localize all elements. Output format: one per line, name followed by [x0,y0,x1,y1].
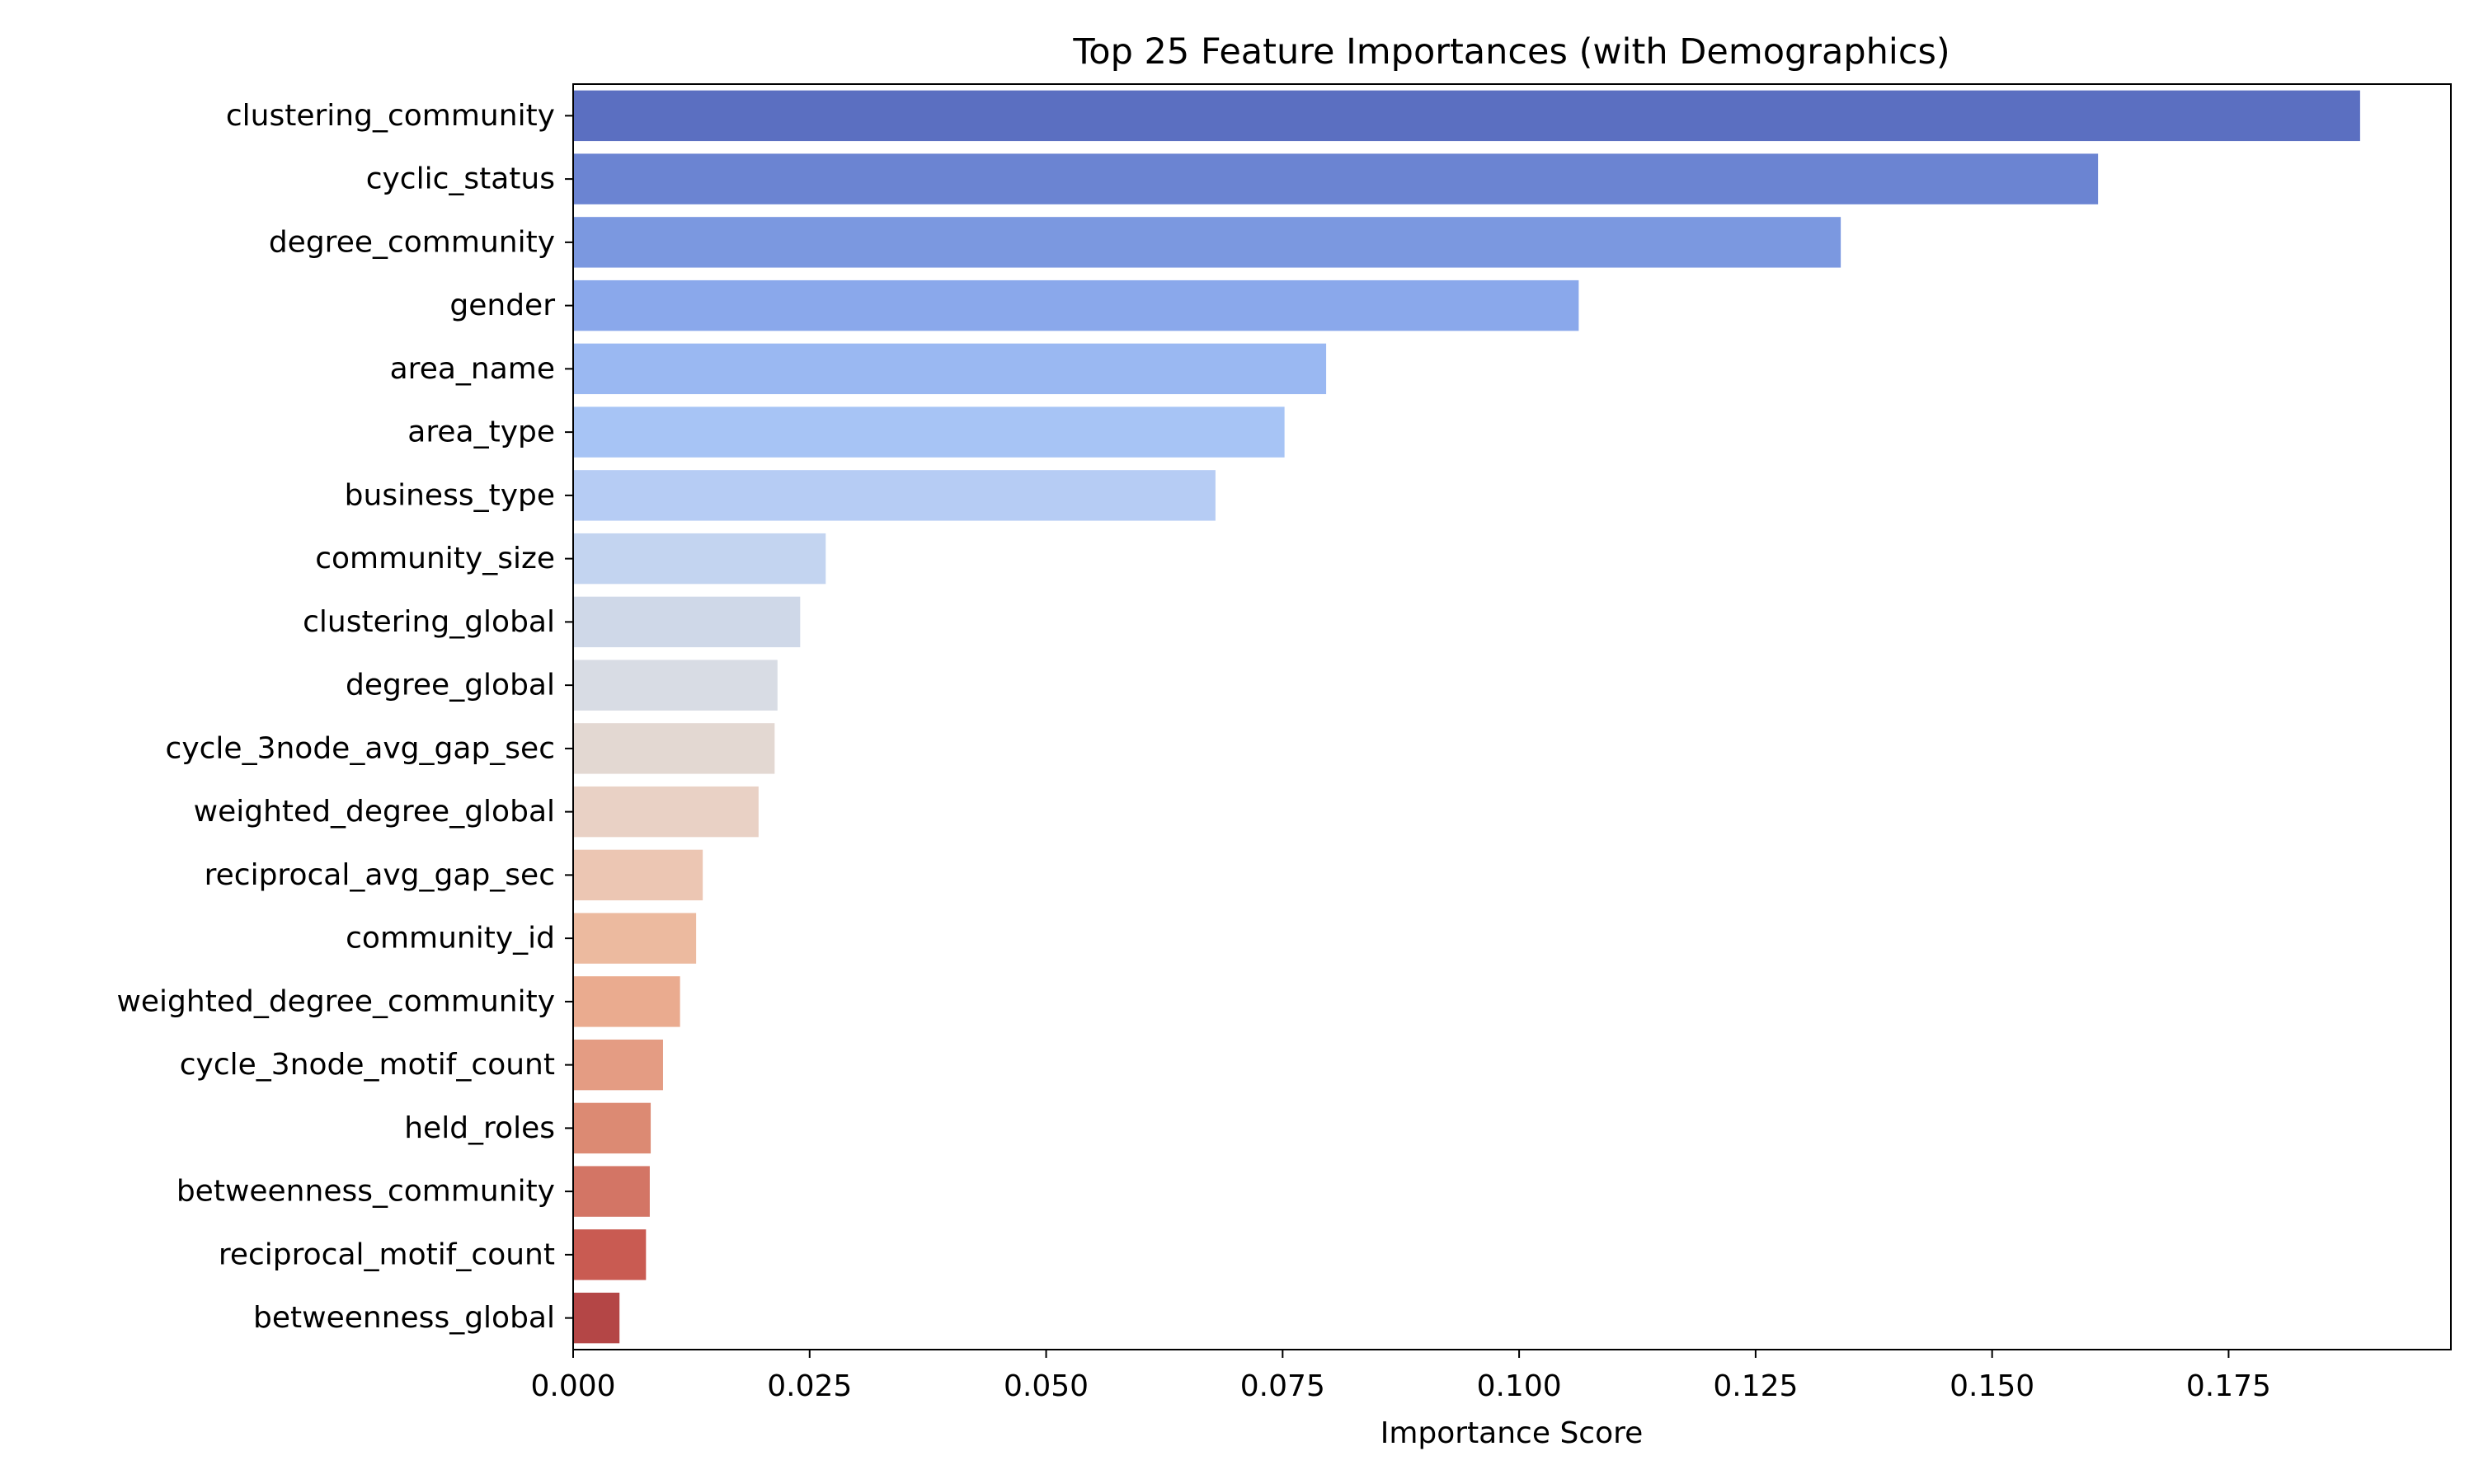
chart-title: Top 25 Feature Importances (with Demogra… [1072,31,1950,73]
x-tick-label: 0.075 [1240,1369,1325,1403]
bar-weighted_degree_global [573,786,759,838]
bar-area_name [573,343,1327,395]
x-tick-label: 0.050 [1004,1369,1089,1403]
x-tick-label: 0.150 [1950,1369,2034,1403]
y-tick-label: weighted_degree_global [194,795,555,829]
bar-betweenness_global [573,1292,620,1344]
bar-clustering_community [573,90,2360,142]
bar-community_size [573,533,826,585]
bar-community_id [573,913,697,964]
y-tick-label: degree_community [269,225,555,259]
bar-gender [573,279,1579,331]
y-tick-label: reciprocal_avg_gap_sec [205,858,555,892]
y-tick-label: business_type [345,478,555,512]
x-tick-label: 0.100 [1477,1369,1562,1403]
bar-cycle_3node_avg_gap_sec [573,723,775,774]
x-tick-label: 0.175 [2186,1369,2271,1403]
plot-frame [572,83,2452,1350]
bar-held_roles [573,1102,651,1154]
y-tick-label: weighted_degree_community [116,984,555,1018]
bar-degree_global [573,660,778,711]
x-axis-label: Importance Score [1380,1416,1644,1450]
y-tick-label: degree_global [346,669,555,702]
bar-weighted_degree_community [573,976,680,1027]
y-tick-label: clustering_community [226,99,555,133]
bar-betweenness_community [573,1166,650,1217]
bar-degree_community [573,217,1841,268]
bar-reciprocal_motif_count [573,1229,647,1280]
bar-business_type [573,470,1216,521]
y-tick-label: community_id [346,922,555,956]
x-axis-ticks: 0.000 0.025 0.050 0.075 0.100 0.125 0.150 0.175 [530,1350,2271,1403]
bar-clustering_global [573,596,801,648]
bar-cyclic_status [573,153,2099,204]
y-tick-label: betweenness_global [253,1301,555,1335]
y-tick-label: area_type [407,416,555,449]
bar-cycle_3node_motif_count [573,1039,663,1091]
x-tick-label: 0.025 [767,1369,852,1403]
bar-area_type [573,406,1285,458]
y-axis-ticks: clustering_community cyclic_status degree_… [116,99,573,1335]
y-tick-label: cycle_3node_avg_gap_sec [166,731,555,765]
y-tick-label: reciprocal_motif_count [219,1237,555,1271]
y-tick-label: clustering_global [303,605,555,639]
y-tick-label: held_roles [404,1111,555,1145]
y-tick-label: cyclic_status [366,162,555,196]
y-tick-label: betweenness_community [176,1175,555,1209]
y-tick-label: gender [449,289,555,322]
x-tick-label: 0.125 [1713,1369,1798,1403]
bar-reciprocal_avg_gap_sec [573,849,703,901]
bars-group [573,90,2360,1344]
y-tick-label: community_size [315,542,555,575]
y-tick-label: cycle_3node_motif_count [180,1048,555,1082]
x-tick-label: 0.000 [530,1369,615,1403]
y-tick-label: area_name [390,352,555,386]
